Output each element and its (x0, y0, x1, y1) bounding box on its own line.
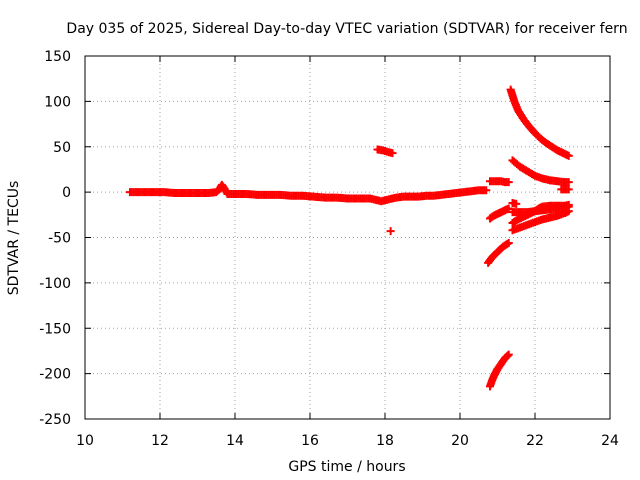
data-point (504, 238, 513, 247)
y-tick-label: -200 (39, 367, 71, 383)
x-tick-label: 20 (451, 433, 469, 449)
x-tick-label: 14 (226, 433, 244, 449)
y-tick-label: 0 (62, 185, 71, 201)
data-point (504, 178, 513, 187)
x-tick-label: 10 (76, 433, 94, 449)
x-tick-label: 12 (151, 433, 169, 449)
data-point (504, 350, 513, 359)
y-tick-label: -50 (48, 231, 71, 247)
chart-title: Day 035 of 2025, Sidereal Day-to-day VTE… (66, 21, 627, 37)
y-tick-label: 150 (44, 49, 71, 65)
x-tick-label: 18 (376, 433, 394, 449)
data-point (386, 227, 395, 236)
x-tick-label: 22 (526, 433, 544, 449)
data-point (482, 186, 491, 195)
y-tick-label: 50 (53, 140, 71, 156)
data-point (388, 149, 397, 158)
plot-frame (84, 55, 611, 420)
x-tick-label: 16 (301, 433, 319, 449)
axis-ticks: 10 12 14 16 18 20 22 24 -250 -200 -150 -100 -50 0 50 10… (39, 49, 619, 449)
grid-lines (85, 56, 610, 419)
y-axis-label: SDTVAR / TECUs (6, 181, 22, 296)
y-tick-label: 100 (44, 94, 71, 110)
y-tick-label: -100 (39, 276, 71, 292)
y-tick-label: -150 (39, 321, 71, 337)
data-point (564, 151, 573, 160)
x-tick-label: 24 (601, 433, 619, 449)
x-axis-label: GPS time / hours (288, 459, 405, 475)
data-point (564, 207, 573, 216)
data-point (564, 178, 573, 187)
data-point (564, 185, 573, 194)
data-points (126, 85, 573, 391)
data-point (512, 199, 521, 208)
y-tick-label: -250 (39, 412, 71, 428)
